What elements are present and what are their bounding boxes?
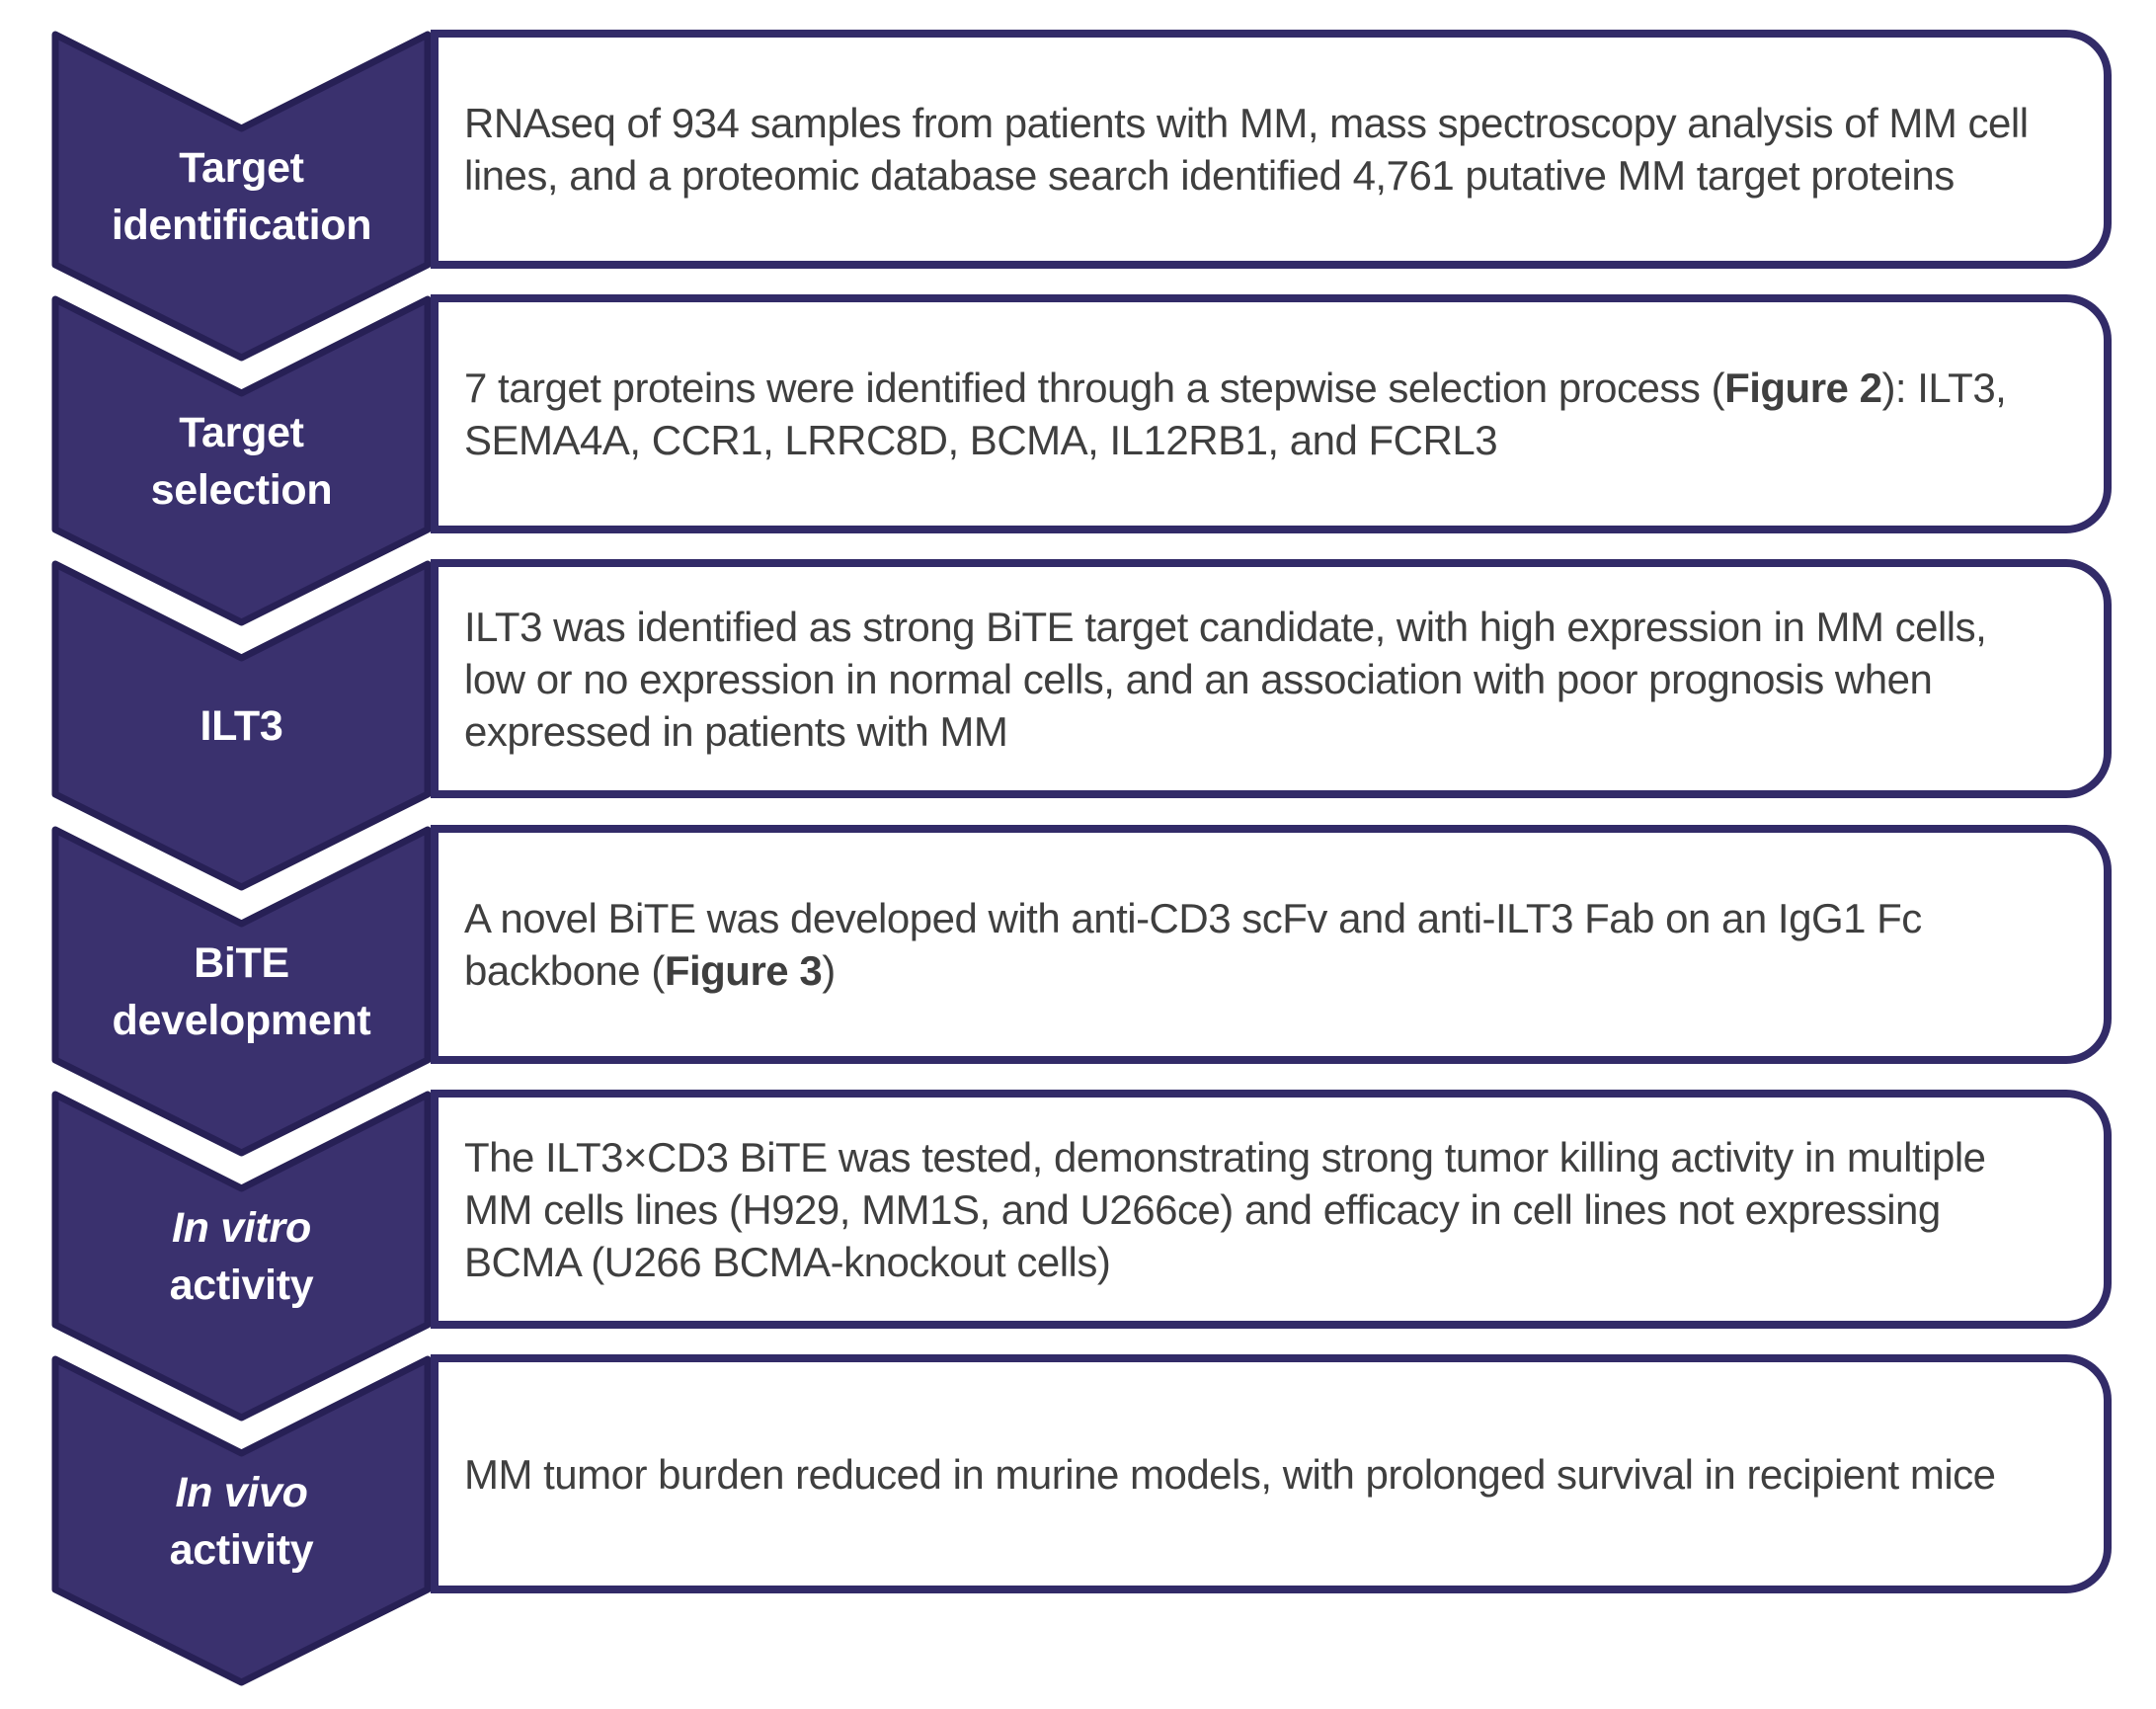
chevron-shape: In vivo activity	[51, 1354, 432, 1687]
step-description-text: A novel BiTE was developed with anti-CD3…	[464, 895, 1922, 994]
step-description-box: ILT3 was identified as strong BiTE targe…	[431, 559, 2112, 798]
process-step-target-selection: Target selection 7 target proteins were i…	[0, 294, 2156, 627]
chevron-arrow-icon	[51, 295, 432, 626]
step-description-box: A novel BiTE was developed with anti-CD3…	[431, 825, 2112, 1064]
chevron-shape: In vitro activity	[51, 1090, 432, 1423]
chevron-arrow-icon	[51, 560, 432, 891]
step-description-box: 7 target proteins were identified throug…	[431, 294, 2112, 533]
chevron-shape: BiTE development	[51, 825, 432, 1158]
step-description-text: 7 target proteins were identified throug…	[464, 365, 2007, 463]
process-step-in-vivo-activity: In vivo activity MM tumor burden reduced …	[0, 1354, 2156, 1687]
chevron-arrow-icon	[51, 1355, 432, 1686]
step-label: In vitro activity	[169, 1203, 314, 1309]
step-label: BiTE development	[112, 938, 371, 1044]
process-step-ilt3: ILT3 ILT3 was identified as strong BiTE …	[0, 559, 2156, 892]
step-description-box: RNAseq of 934 samples from patients with…	[431, 30, 2112, 269]
chevron-shape: ILT3	[51, 559, 432, 892]
chevron-arrow-icon	[51, 1091, 432, 1422]
process-step-bite-development: BiTE development A novel BiTE was develop…	[0, 825, 2156, 1158]
chevron-arrow-icon	[51, 826, 432, 1157]
chevron-shape: Target selection	[51, 294, 432, 627]
step-label: Target selection	[150, 408, 333, 514]
chevron-arrow-icon	[51, 31, 432, 362]
step-description-text: MM tumor burden reduced in murine models…	[464, 1450, 1996, 1498]
step-label: ILT3	[200, 701, 283, 750]
process-step-in-vitro-activity: In vitro activity The ILT3×CD3 BiTE was t…	[0, 1090, 2156, 1423]
step-description-box: The ILT3×CD3 BiTE was tested, demonstrat…	[431, 1090, 2112, 1329]
chevron-shape: Target identification	[51, 30, 432, 363]
step-description-text: RNAseq of 934 samples from patients with…	[464, 100, 2029, 199]
step-label: In vivo activity	[169, 1468, 314, 1574]
step-label: Target identification	[111, 143, 372, 249]
step-description-box: MM tumor burden reduced in murine models…	[431, 1354, 2112, 1593]
step-description-text: ILT3 was identified as strong BiTE targe…	[464, 603, 1987, 755]
process-step-target-identification: Target identification RNAseq of 934 sampl…	[0, 30, 2156, 363]
step-description-text: The ILT3×CD3 BiTE was tested, demonstrat…	[464, 1133, 1986, 1285]
